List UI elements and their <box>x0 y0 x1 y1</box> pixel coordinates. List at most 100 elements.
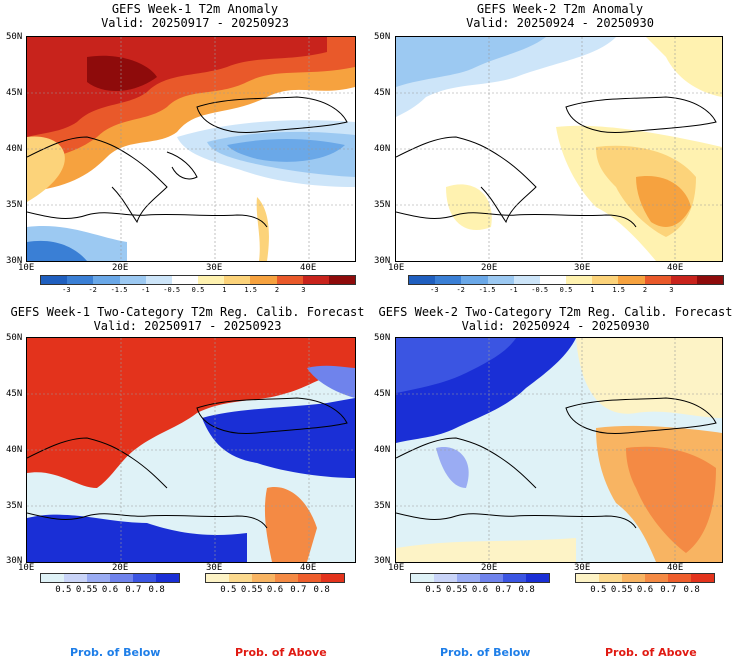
panel-title: GEFS Week-1 Two-Category T2m Reg. Calib.… <box>10 305 365 319</box>
lat-label: 50N <box>374 32 391 42</box>
colorbar-swatch <box>487 276 514 284</box>
prob-above-labels: 0.5 0.55 0.6 0.7 0.8 <box>575 585 715 597</box>
colorbar-tick-label: 0.55 <box>445 585 468 595</box>
colorbar-swatch <box>41 574 64 582</box>
colorbar-tick-label: 0.55 <box>240 585 263 595</box>
lon-label: 40E <box>300 563 317 573</box>
lon-label: 20E <box>112 563 129 573</box>
lon-label: 10E <box>388 563 405 573</box>
colorbar-swatch <box>93 276 120 284</box>
colorbar-swatch <box>435 276 462 284</box>
colorbar-tick-label: 0.8 <box>518 585 535 595</box>
colorbar-tick-label: -3 <box>430 286 439 294</box>
anomaly-colorbar-labels: -3 -2 -1.5 -1 -0.5 0.5 1 1.5 2 3 <box>408 286 724 296</box>
prob-below-colorbar <box>410 573 550 583</box>
colorbar-tick-label: 0.6 <box>471 585 489 595</box>
colorbar-swatch <box>696 276 724 284</box>
lon-label: 40E <box>300 263 317 273</box>
colorbar-tick-label: 1 <box>590 286 595 294</box>
colorbar-swatch <box>576 574 599 582</box>
map-week1-anomaly <box>26 36 356 262</box>
colorbar-swatch <box>645 574 668 582</box>
colorbar-swatch <box>599 574 622 582</box>
colorbar-swatch <box>668 574 691 582</box>
anomaly-colorbar <box>40 275 356 285</box>
colorbar-swatch <box>526 574 549 582</box>
colorbar-swatch <box>224 276 251 284</box>
colorbar-tick-label: -3 <box>62 286 71 294</box>
colorbar-tick-label: -1 <box>141 286 150 294</box>
colorbar-swatch <box>229 574 252 582</box>
colorbar-swatch <box>457 574 480 582</box>
colorbar-swatch <box>67 276 94 284</box>
colorbar-tick-label: 0.5 <box>55 585 72 595</box>
colorbar-tick-label: 1.5 <box>244 286 257 294</box>
colorbar-tick-label: 0.8 <box>683 585 700 595</box>
legend-prob-above: Prob. of Above <box>235 646 327 659</box>
colorbar-swatch <box>206 574 229 582</box>
lat-label: 40N <box>6 445 23 455</box>
lat-label: 35N <box>6 200 23 210</box>
colorbar-tick-label: -1.5 <box>478 286 496 294</box>
lat-label: 35N <box>6 501 23 511</box>
anomaly-colorbar <box>408 275 724 285</box>
colorbar-swatch <box>434 574 457 582</box>
colorbar-swatch <box>539 276 567 284</box>
colorbar-tick-label: -2 <box>456 286 465 294</box>
lat-label: 40N <box>374 144 391 154</box>
colorbar-swatch <box>87 574 110 582</box>
colorbar-swatch <box>171 276 199 284</box>
lat-label: 45N <box>374 389 391 399</box>
anomaly-colorbar-labels: -3 -2 -1.5 -1 -0.5 0.5 1 1.5 2 3 <box>40 286 356 296</box>
panel-valid: Valid: 20250924 - 20250930 <box>461 319 650 333</box>
panel-title: GEFS Week-2 Two-Category T2m Reg. Calib.… <box>378 305 733 319</box>
lon-label: 40E <box>667 263 684 273</box>
lat-label: 45N <box>6 389 23 399</box>
panel-valid: Valid: 20250917 - 20250923 <box>93 319 282 333</box>
colorbar-tick-label: -0.5 <box>531 286 549 294</box>
colorbar-tick-label: 0.5 <box>559 286 573 294</box>
lon-label: 10E <box>388 263 405 273</box>
colorbar-swatch <box>411 574 434 582</box>
colorbar-tick-label: 2 <box>274 286 280 294</box>
colorbar-swatch <box>156 574 179 582</box>
lat-label: 50N <box>6 32 23 42</box>
lat-label: 50N <box>374 333 391 343</box>
map-week1-prob <box>26 337 356 563</box>
colorbar-swatch <box>64 574 87 582</box>
lat-label: 40N <box>374 445 391 455</box>
colorbar-tick-label: 0.7 <box>125 585 142 595</box>
colorbar-tick-label: 0.7 <box>495 585 512 595</box>
colorbar-tick-label: 0.5 <box>590 585 607 595</box>
colorbar-swatch <box>691 574 714 582</box>
lon-label: 30E <box>574 563 591 573</box>
colorbar-tick-label: 1 <box>222 286 227 294</box>
prob-below-colorbar <box>40 573 180 583</box>
colorbar-swatch <box>670 276 697 284</box>
lat-label: 30N <box>374 256 391 266</box>
lon-label: 10E <box>18 563 35 573</box>
colorbar-tick-label: 0.8 <box>148 585 165 595</box>
colorbar-swatch <box>252 574 275 582</box>
panel-valid: Valid: 20250924 - 20250930 <box>466 16 654 30</box>
colorbar-tick-label: 0.7 <box>290 585 307 595</box>
prob-above-colorbar <box>575 573 715 583</box>
colorbar-tick-label: 0.6 <box>101 585 119 595</box>
colorbar-tick-label: -2 <box>88 286 97 294</box>
colorbar-tick-label: 3 <box>301 286 306 294</box>
lat-label: 30N <box>374 556 391 566</box>
colorbar-swatch <box>276 276 303 284</box>
colorbar-swatch <box>566 276 593 284</box>
colorbar-swatch <box>461 276 488 284</box>
legend-prob-below: Prob. of Below <box>440 646 531 659</box>
colorbar-swatch <box>622 574 645 582</box>
colorbar-tick-label: 1.5 <box>612 286 625 294</box>
lat-label: 35N <box>374 501 391 511</box>
map-week2-prob <box>395 337 723 563</box>
lat-label: 45N <box>6 88 23 98</box>
lat-label: 40N <box>6 144 23 154</box>
prob-below-labels: 0.5 0.55 0.6 0.7 0.8 <box>40 585 180 597</box>
colorbar-tick-label: 3 <box>669 286 674 294</box>
lon-label: 20E <box>112 263 129 273</box>
panel-title: GEFS Week-1 T2m Anomaly <box>111 2 279 16</box>
